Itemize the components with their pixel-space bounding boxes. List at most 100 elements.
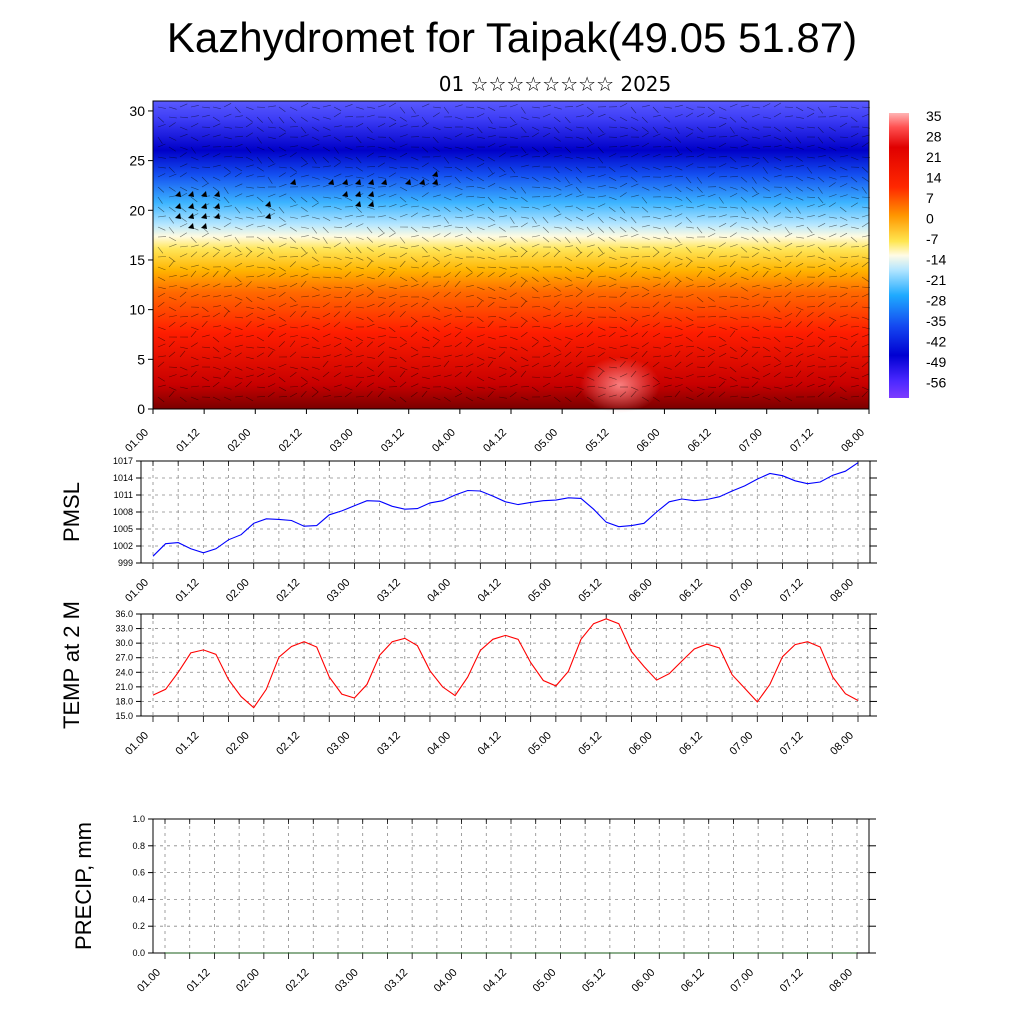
wind-barb	[355, 355, 364, 358]
wind-barb	[751, 136, 760, 139]
wind-barb	[795, 165, 804, 168]
panel1-xtick-label: 07.00	[727, 577, 755, 605]
wind-barb	[652, 226, 661, 229]
wind-barb	[421, 346, 430, 349]
wind-barb	[278, 106, 286, 113]
wind-barb	[828, 233, 837, 238]
wind-barb	[234, 262, 243, 268]
wind-barb	[641, 373, 650, 378]
wind-barb	[542, 216, 549, 224]
ytick-label: 21.0	[115, 682, 133, 692]
wind-barb	[355, 316, 364, 320]
wind-barb	[520, 386, 530, 388]
wind-barb	[773, 126, 781, 132]
wind-barb	[278, 116, 285, 124]
wind-barb	[531, 176, 539, 182]
wind-barb	[663, 126, 672, 130]
wind-barb	[773, 236, 781, 243]
wind-barb	[828, 136, 836, 143]
wind-barb	[839, 346, 848, 351]
wind-barb	[366, 336, 375, 340]
wind-barb	[234, 366, 243, 371]
wind-barb	[366, 276, 375, 280]
wind-barb	[553, 372, 561, 378]
wind-barb	[564, 386, 574, 388]
wind-barb	[553, 353, 562, 358]
wind-barb	[465, 214, 474, 218]
wind-flag-marker	[201, 203, 207, 209]
wind-barb	[531, 235, 540, 238]
wind-barb	[223, 245, 232, 248]
panel2-xtick-label: 07.00	[727, 730, 755, 758]
wind-barb	[278, 266, 286, 272]
wind-barb	[740, 266, 749, 271]
wind-barb	[619, 256, 628, 259]
wind-barb	[289, 386, 299, 388]
wind-barb	[366, 256, 374, 263]
wind-barb	[476, 236, 484, 242]
wind-barb	[355, 361, 363, 368]
wind-barb	[421, 376, 430, 380]
wind-barb	[234, 144, 243, 148]
wind-barb	[245, 186, 254, 189]
wind-barb	[630, 246, 639, 250]
wind-barb	[509, 281, 517, 288]
wind-barb	[355, 341, 363, 348]
wind-barb	[201, 251, 209, 258]
wind-barb	[300, 280, 307, 288]
wind-barb	[520, 320, 527, 328]
wind-barb	[201, 295, 210, 298]
wind-barb	[773, 174, 782, 178]
wind-barb	[652, 153, 661, 158]
wind-barb	[718, 123, 727, 128]
wind-barb	[443, 386, 452, 391]
wind-barb	[256, 146, 265, 151]
wind-barb	[355, 266, 364, 270]
wind-barb	[718, 106, 727, 111]
wind-barb	[322, 216, 331, 221]
wind-barb	[410, 372, 419, 378]
ytick-label: 18.0	[115, 696, 133, 706]
wind-barb	[850, 106, 859, 109]
wind-barb	[465, 106, 475, 108]
wind-barb	[740, 126, 749, 130]
wind-barb	[619, 134, 628, 138]
wind-barb	[729, 116, 737, 123]
wind-barb	[256, 316, 265, 321]
wind-barb	[333, 286, 343, 289]
wind-barb	[762, 196, 772, 198]
wind-barb	[289, 335, 298, 338]
panel3-xtick-label: 08.00	[827, 967, 855, 995]
ytick-label: 1014	[113, 473, 133, 483]
wind-barb	[773, 363, 782, 368]
wind-barb	[674, 153, 683, 158]
wind-barb	[410, 266, 419, 269]
wind-barb	[542, 395, 551, 398]
wind-barb	[542, 326, 551, 329]
wind-barb	[773, 224, 782, 228]
panel-ylabel: PRECIP, mm	[71, 822, 96, 950]
wind-barb	[839, 305, 848, 308]
wind-barb	[278, 183, 287, 188]
wind-barb	[729, 326, 738, 331]
wind-barb	[454, 366, 464, 368]
wind-barb	[223, 222, 231, 228]
wind-barb	[377, 342, 385, 348]
wind-barb	[190, 251, 198, 258]
wind-barb	[256, 274, 265, 278]
wind-barb	[443, 306, 452, 310]
wind-flag-marker	[432, 171, 438, 177]
wind-barb	[575, 156, 584, 160]
wind-barb	[839, 194, 848, 198]
wind-barb	[696, 186, 703, 193]
wind-barb	[542, 176, 551, 180]
wind-barb	[828, 392, 836, 398]
wind-barb	[223, 352, 232, 358]
wind-barb	[751, 394, 760, 398]
wind-barb	[652, 361, 660, 368]
wind-barb	[234, 253, 243, 258]
wind-barb	[542, 336, 550, 342]
wind-barb	[212, 346, 220, 353]
wind-barb	[597, 334, 606, 338]
wind-barb	[564, 256, 573, 262]
